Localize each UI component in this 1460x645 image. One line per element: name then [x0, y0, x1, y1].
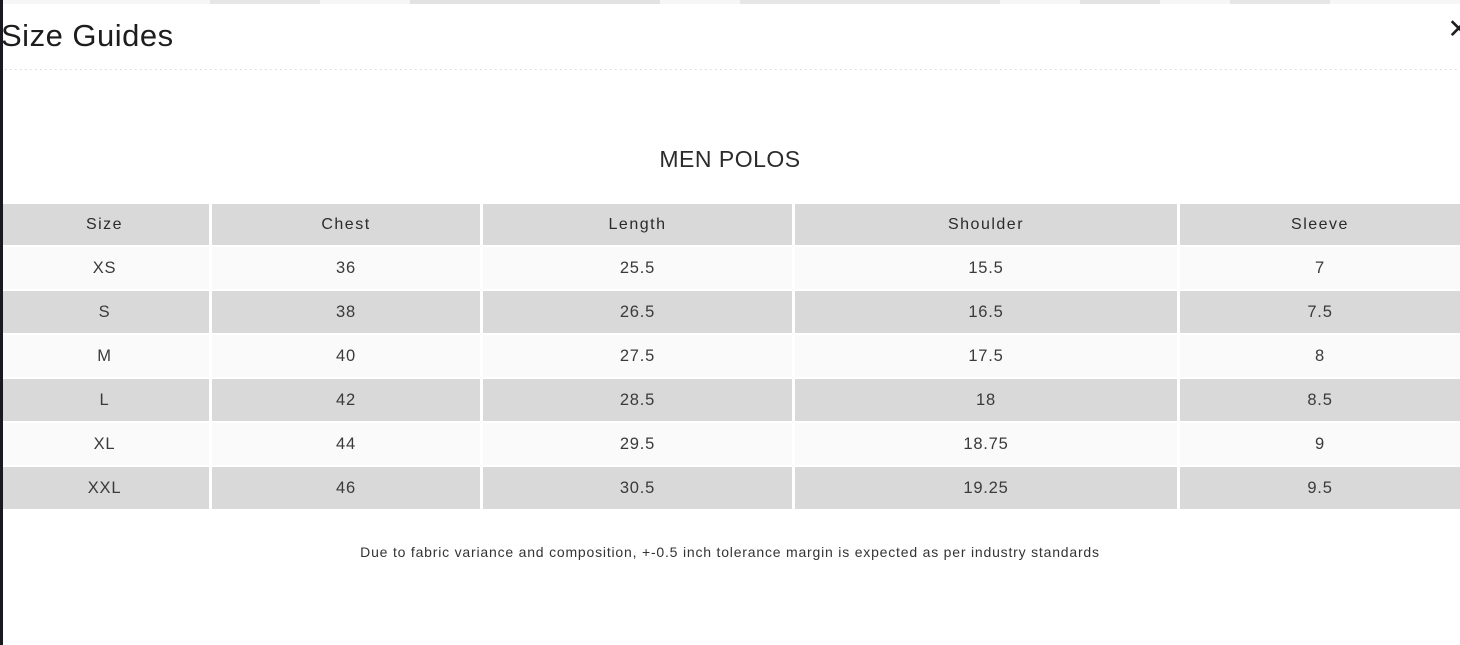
column-header-length: Length: [483, 204, 795, 247]
table-cell: 17.5: [795, 335, 1180, 379]
close-icon[interactable]: ✕: [1447, 16, 1460, 43]
table-cell: XS: [0, 247, 212, 291]
table-cell: XL: [0, 423, 212, 467]
table-cell: 8.5: [1180, 379, 1460, 423]
table-row: S 38 26.5 16.5 7.5: [0, 291, 1460, 335]
table-cell: 7: [1180, 247, 1460, 291]
table-cell: 7.5: [1180, 291, 1460, 335]
table-cell: 29.5: [483, 423, 795, 467]
modal-header: Size Guides ✕: [0, 4, 1460, 68]
table-cell: 40: [212, 335, 483, 379]
size-guide-table: Size Chest Length Shoulder Sleeve XS 36 …: [0, 204, 1460, 511]
column-header-chest: Chest: [212, 204, 483, 247]
table-cell: 28.5: [483, 379, 795, 423]
table-row: L 42 28.5 18 8.5: [0, 379, 1460, 423]
background-page-remnant: [0, 0, 1460, 4]
table-cell: XXL: [0, 467, 212, 511]
table-cell: 9: [1180, 423, 1460, 467]
size-guides-modal: Size Guides ✕ MEN POLOS Size Chest Lengt…: [0, 4, 1460, 645]
table-cell: 38: [212, 291, 483, 335]
table-cell: M: [0, 335, 212, 379]
column-header-sleeve: Sleeve: [1180, 204, 1460, 247]
header-divider: [0, 68, 1460, 70]
table-cell: 44: [212, 423, 483, 467]
table-cell: 18: [795, 379, 1180, 423]
table-cell: 25.5: [483, 247, 795, 291]
table-header-row: Size Chest Length Shoulder Sleeve: [0, 204, 1460, 247]
table-cell: 18.75: [795, 423, 1180, 467]
table-cell: 26.5: [483, 291, 795, 335]
modal-title: Size Guides: [1, 18, 174, 53]
overlay-edge: [0, 0, 3, 645]
table-cell: 19.25: [795, 467, 1180, 511]
table-row: M 40 27.5 17.5 8: [0, 335, 1460, 379]
table-row: XS 36 25.5 15.5 7: [0, 247, 1460, 291]
column-header-size: Size: [0, 204, 212, 247]
table-cell: 9.5: [1180, 467, 1460, 511]
table-cell: L: [0, 379, 212, 423]
table-cell: 42: [212, 379, 483, 423]
table-cell: 16.5: [795, 291, 1180, 335]
size-chart-title: MEN POLOS: [659, 146, 801, 172]
table-cell: 27.5: [483, 335, 795, 379]
table-cell: 15.5: [795, 247, 1180, 291]
table-cell: 8: [1180, 335, 1460, 379]
column-header-shoulder: Shoulder: [795, 204, 1180, 247]
tolerance-note: Due to fabric variance and composition, …: [360, 544, 1100, 560]
table-cell: S: [0, 291, 212, 335]
table-row: XXL 46 30.5 19.25 9.5: [0, 467, 1460, 511]
table-row: XL 44 29.5 18.75 9: [0, 423, 1460, 467]
table-cell: 46: [212, 467, 483, 511]
table-cell: 36: [212, 247, 483, 291]
table-cell: 30.5: [483, 467, 795, 511]
